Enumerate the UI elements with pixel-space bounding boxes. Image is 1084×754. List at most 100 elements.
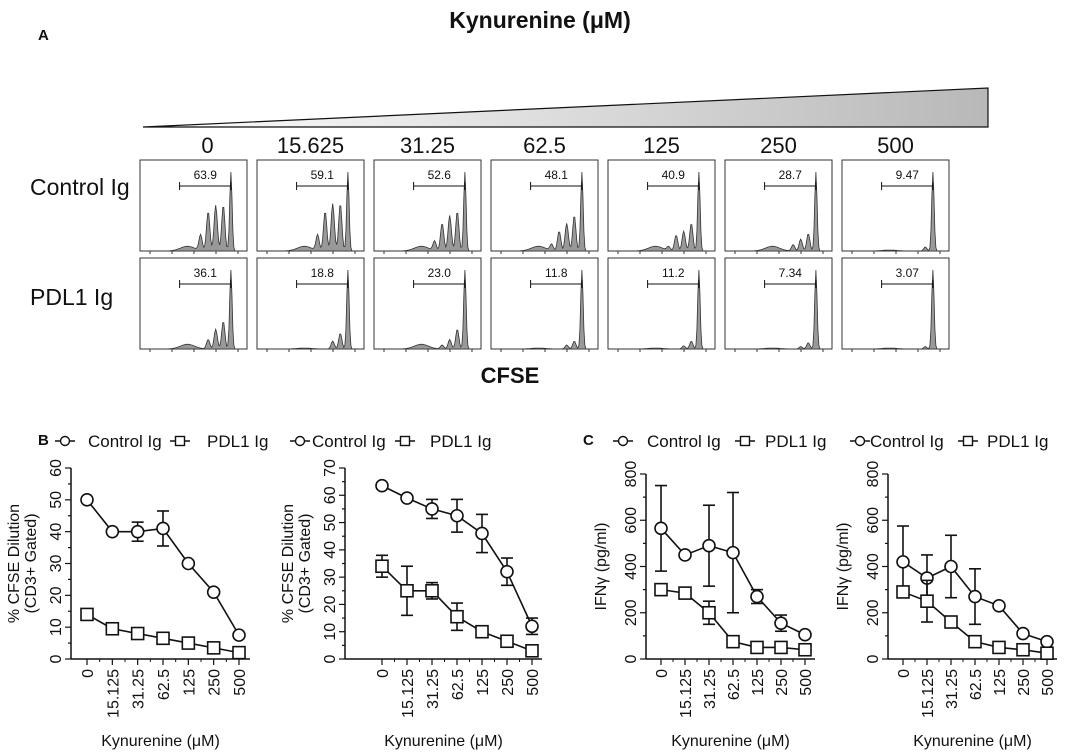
circle-marker <box>375 478 389 493</box>
circle-marker <box>475 526 489 541</box>
x-tick-label: 62.5 <box>450 669 467 700</box>
circle-marker <box>500 564 514 579</box>
legend-circle-icon <box>59 435 71 447</box>
square-marker <box>130 626 145 641</box>
y-tick-label: 20 <box>48 586 65 604</box>
x-tick-label: 0 <box>896 669 913 678</box>
histogram-curve <box>376 269 477 350</box>
legend-square-icon <box>174 435 186 447</box>
x-tick-label: 125 <box>750 669 767 696</box>
series-control-ig <box>80 493 246 642</box>
histogram-curve <box>376 171 477 252</box>
square-marker <box>992 640 1006 655</box>
circle-marker <box>896 555 910 569</box>
gate-percent: 48.1 <box>545 168 569 182</box>
gate-percent: 28.7 <box>779 168 803 182</box>
series-pdl1-ig <box>654 582 812 657</box>
histogram-curve <box>493 171 594 252</box>
y-tick-label: 200 <box>623 599 640 626</box>
circle-marker <box>798 627 812 642</box>
concentration-label: 15.625 <box>277 133 344 158</box>
square-marker <box>920 594 934 608</box>
histogram-1-2: 23.0 <box>373 257 482 352</box>
y-axis-label: IFNγ (pg/ml) <box>835 523 852 611</box>
square-marker <box>944 615 958 629</box>
legend-B: Control Ig PDL1 Ig Control Ig PDL1 Ig <box>55 432 491 451</box>
histogram-curve <box>610 171 711 252</box>
histogram-curve <box>142 171 243 252</box>
legend-circle-icon <box>617 435 629 447</box>
circle-marker <box>774 616 788 630</box>
x-tick-label: 250 <box>1016 669 1033 696</box>
histogram-0-1: 59.1 <box>256 159 365 254</box>
x-axis-label: Kynurenine (μM) <box>101 733 220 750</box>
histogram-curve <box>727 171 828 252</box>
x-tick-label: 500 <box>1040 669 1057 696</box>
circle-marker <box>726 545 740 560</box>
y-tick-label: 30 <box>322 568 339 586</box>
x-tick-label: 0 <box>80 669 97 678</box>
panel-a-letter: A <box>38 27 49 44</box>
x-axis-label: Kynurenine (μM) <box>384 733 503 750</box>
x-tick-label: 15.125 <box>920 669 937 718</box>
circle-marker <box>130 524 145 539</box>
square-marker <box>774 640 788 655</box>
gate-percent: 52.6 <box>428 168 452 182</box>
circle-marker <box>702 538 716 553</box>
series-pdl1-ig <box>896 579 1054 661</box>
concentration-label: 31.25 <box>400 133 455 158</box>
x-tick-label: 250 <box>500 669 517 696</box>
y-tick-label: 0 <box>48 654 65 663</box>
series-pdl1-ig <box>375 554 539 658</box>
y-tick-label: 10 <box>322 623 339 641</box>
x-tick-label: 62.5 <box>156 669 173 700</box>
histogram-curve <box>844 171 945 252</box>
histogram-curve <box>259 171 360 252</box>
x-axis-label: Kynurenine (μM) <box>671 733 790 750</box>
square-marker <box>206 641 221 655</box>
y-tick-label: 40 <box>322 541 339 559</box>
square-marker <box>500 634 514 649</box>
gate-percent: 18.8 <box>311 266 335 280</box>
circle-marker <box>678 548 692 562</box>
histogram-1-1: 18.8 <box>256 257 365 352</box>
x-tick-label: 500 <box>798 669 815 696</box>
x-tick-label: 31.25 <box>425 669 442 709</box>
square-marker <box>1016 642 1030 657</box>
x-tick-label: 62.5 <box>968 669 985 700</box>
gate-percent: 11.8 <box>545 266 568 280</box>
series-pdl1-ig <box>80 607 246 660</box>
gate-percent: 59.1 <box>311 168 335 182</box>
square-marker <box>968 634 982 649</box>
x-tick-label: 125 <box>992 669 1009 696</box>
y-tick-label: 50 <box>48 491 65 509</box>
chart-0: 0 10 20 30 40 50 60 0 15.125 31.25 62.5 125 250 500 % … <box>6 459 250 750</box>
y-tick-label: 0 <box>322 654 339 663</box>
histogram-1-5: 7.34 <box>724 257 833 352</box>
x-tick-label: 250 <box>774 669 791 696</box>
x-tick-label: 250 <box>207 669 224 696</box>
legend-label: Control Ig <box>88 432 162 451</box>
histogram-0-6: 9.47 <box>841 159 950 254</box>
square-marker <box>80 607 94 622</box>
square-marker <box>181 636 196 650</box>
y-tick-label: 0 <box>865 654 882 663</box>
legend-label: PDL1 Ig <box>987 432 1048 451</box>
y-tick-label: 70 <box>322 459 339 477</box>
legend-label: PDL1 Ig <box>430 432 491 451</box>
x-tick-label: 125 <box>475 669 492 696</box>
square-marker <box>678 586 692 600</box>
legend-circle-icon <box>854 435 866 447</box>
chart-1: 0 10 20 30 40 50 60 70 0 15.125 31.25 62.5 125 250 500… <box>280 459 542 750</box>
circle-marker <box>232 628 246 642</box>
square-marker <box>156 631 170 646</box>
gate-percent: 40.9 <box>662 168 686 182</box>
row-label-control: Control Ig <box>30 174 130 200</box>
y-axis-label: (CD3+ Gated) <box>23 513 40 613</box>
panel-c-letter: C <box>583 432 594 449</box>
gate-percent: 23.0 <box>428 266 452 280</box>
row-label-pdl1: PDL1 Ig <box>30 284 113 310</box>
y-tick-label: 400 <box>865 553 882 580</box>
y-tick-label: 400 <box>623 553 640 580</box>
